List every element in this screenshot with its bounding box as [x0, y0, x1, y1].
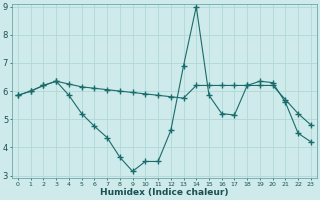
X-axis label: Humidex (Indice chaleur): Humidex (Indice chaleur): [100, 188, 229, 197]
